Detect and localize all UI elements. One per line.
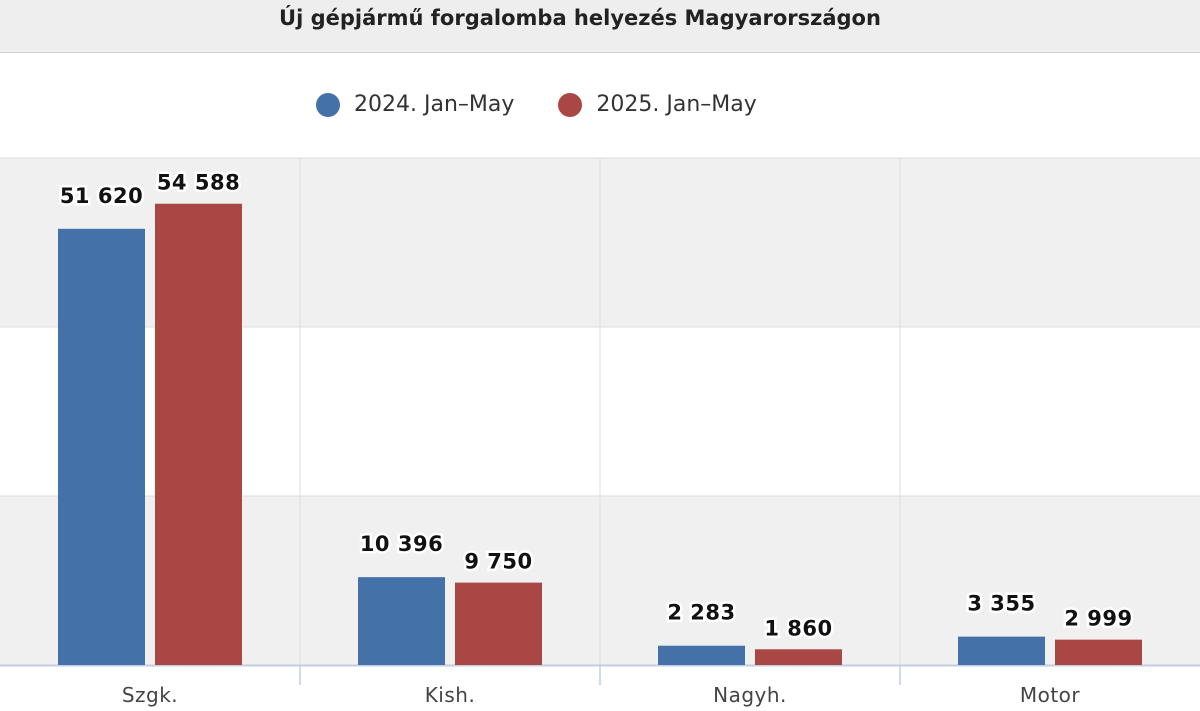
chart-title: Új gépjármű forgalomba helyezés Magyaror…	[279, 6, 881, 30]
bar	[958, 636, 1045, 665]
data-label: 54 588	[157, 171, 240, 195]
data-label: 2 283	[667, 601, 735, 625]
bar	[658, 645, 745, 665]
legend-marker-2024	[316, 92, 340, 117]
legend-label-2025: 2025. Jan–May	[596, 92, 757, 117]
data-label: 10 396	[360, 532, 443, 556]
bar	[58, 228, 145, 665]
x-axis-tick-label: Kish.	[425, 683, 476, 707]
data-label: 51 620	[60, 184, 143, 208]
data-label: 1 860	[764, 616, 832, 640]
x-axis-tick-label: Nagyh.	[713, 683, 787, 707]
bar	[155, 203, 242, 666]
data-label: 9 750	[464, 550, 532, 574]
legend-item-2025[interactable]: 2025. Jan–May	[558, 92, 757, 117]
bar	[358, 577, 445, 665]
x-axis-tick-label: Motor	[1020, 683, 1081, 707]
legend-marker-2025	[558, 92, 583, 117]
data-label: 3 355	[967, 592, 1035, 616]
legend: 2024. Jan–May 2025. Jan–May	[316, 92, 801, 117]
title-bar: Új gépjármű forgalomba helyezés Magyaror…	[0, 0, 1200, 53]
legend-item-2024[interactable]: 2024. Jan–May	[316, 92, 514, 117]
bar	[455, 582, 542, 665]
bar	[1055, 639, 1142, 665]
data-label: 2 999	[1064, 607, 1132, 631]
legend-label-2024: 2024. Jan–May	[354, 92, 515, 117]
bar	[755, 649, 842, 665]
x-axis-tick-label: Szgk.	[122, 683, 178, 707]
